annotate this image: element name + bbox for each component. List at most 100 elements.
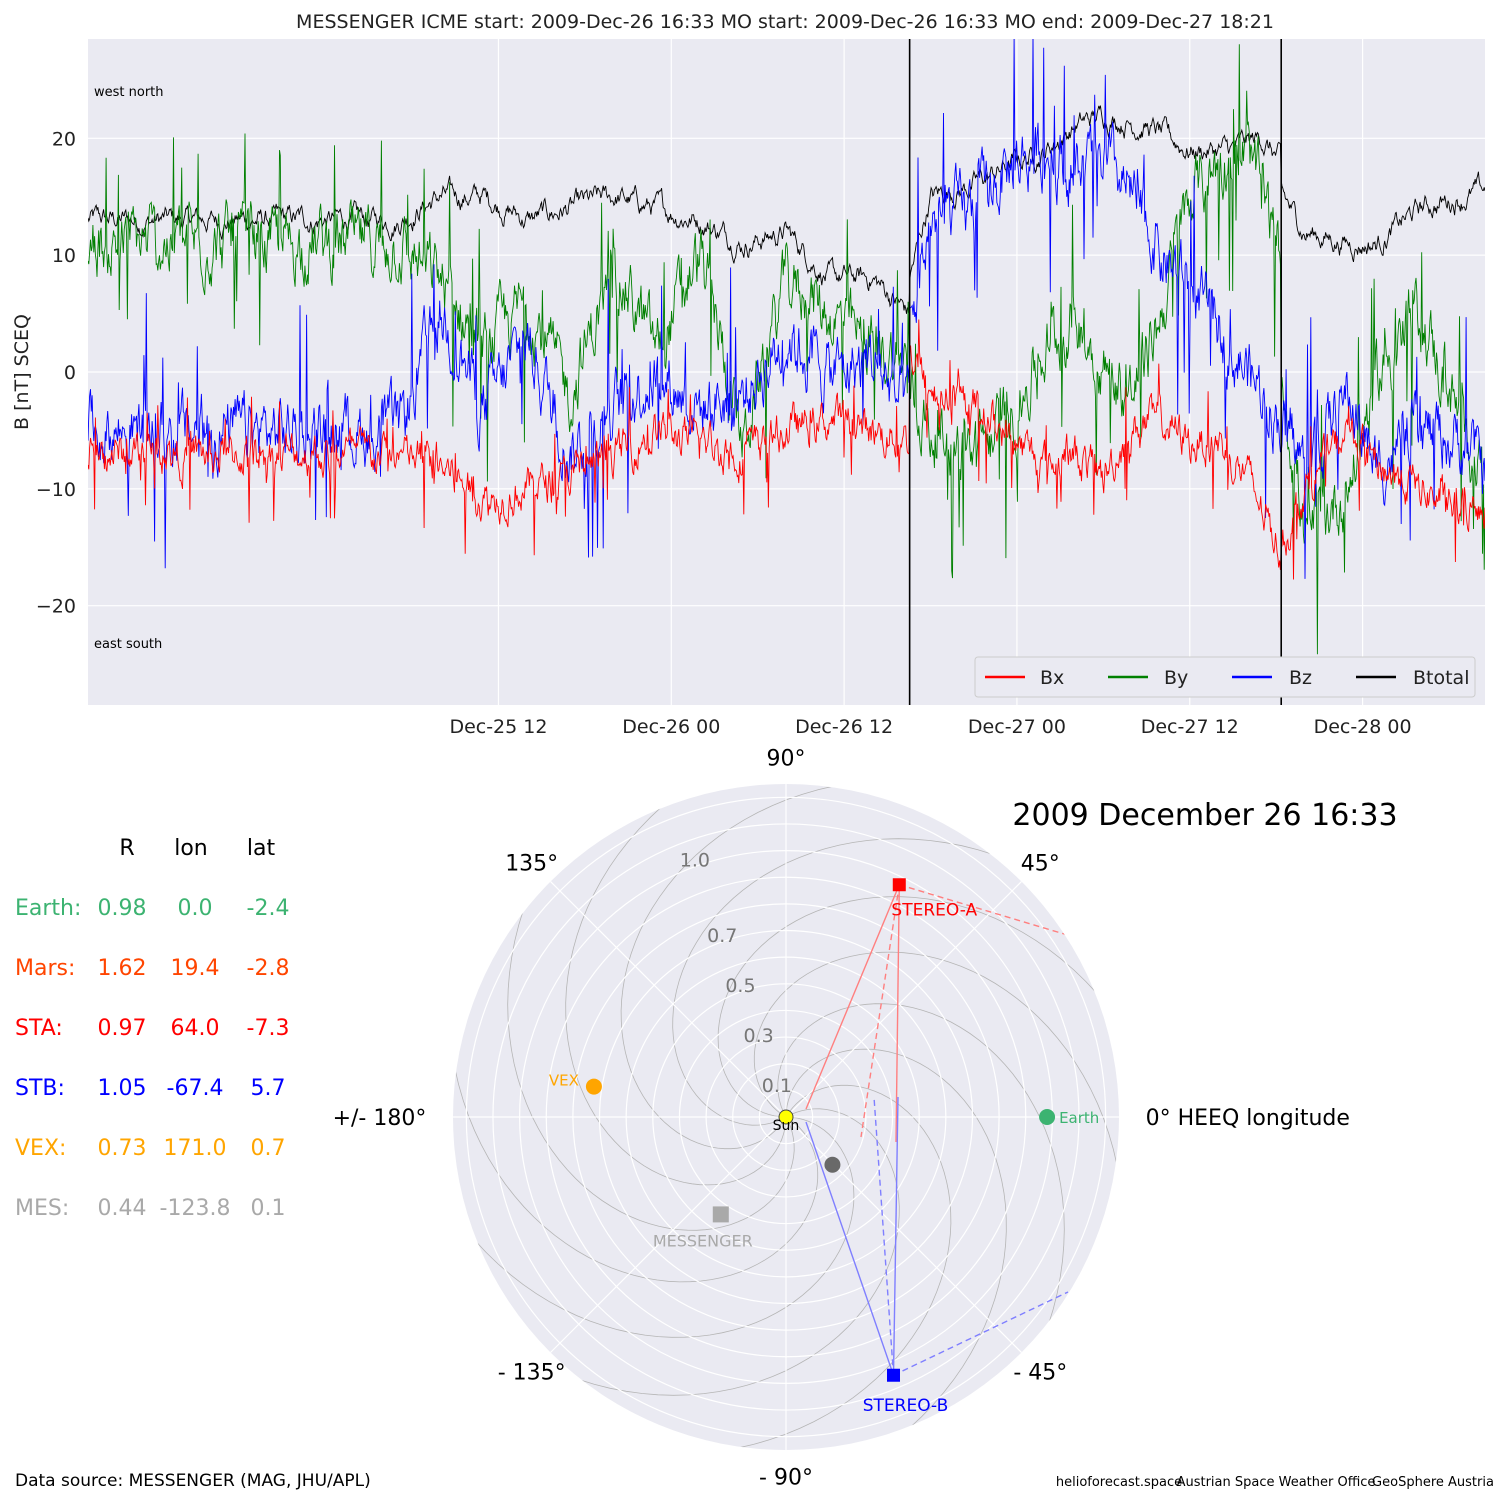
ts-x-tick-label: Dec-27 12 (1141, 716, 1239, 738)
ts-y-axis-label: B [nT] SCEQ (11, 314, 33, 430)
polar-fov-line (873, 1096, 895, 1376)
polar-spiral-line (777, 1003, 1065, 1358)
polar-spoke (785, 1116, 1032, 1363)
polar-radial-tick-label: 0.3 (744, 1025, 774, 1047)
ts-legend-frame (974, 656, 1476, 698)
polar-radial-tick-label: 1.0 (680, 850, 710, 872)
polar-fov-line (892, 1096, 899, 1376)
polar-label-vex: VEX (549, 1072, 579, 1090)
table-row-lat: 0.1 (251, 1196, 286, 1221)
table-row-lon: 171.0 (164, 1136, 227, 1161)
table-row-r: 0.73 (98, 1136, 147, 1161)
ts-x-tick-label: Dec-28 00 (1314, 716, 1412, 738)
table-header-r: R (119, 836, 134, 861)
ts-x-tick-label: Dec-27 00 (968, 716, 1066, 738)
table-row-lon: 19.4 (171, 956, 220, 981)
polar-fov-line (805, 1121, 895, 1376)
polar-marker-mercury (824, 1156, 841, 1173)
ts-series-group (88, 39, 1485, 655)
polar-marker-stereo-a (892, 878, 906, 892)
ts-series-by (88, 44, 1485, 655)
polar-angle-label: 0° HEEQ longitude (1146, 1106, 1350, 1131)
polar-marker-vex (585, 1078, 602, 1095)
polar-angle-label: - 90° (759, 1466, 813, 1491)
polar-title-date: 2009 December 26 16:33 (1012, 798, 1397, 833)
polar-radial-tick-label: 0.7 (707, 925, 737, 947)
ts-y-tick-label: 10 (52, 245, 76, 267)
ts-series-btotal (88, 105, 1485, 314)
polar-spiral-line (702, 1084, 952, 1450)
legend-label-bz: Bz (1289, 667, 1312, 689)
ts-y-tick-label: 20 (52, 128, 76, 150)
polar-angle-label: - 135° (498, 1360, 566, 1385)
polar-inner (453, 784, 1119, 1450)
table-row-lat: -7.3 (247, 1016, 290, 1041)
polar-fov-line (895, 884, 900, 1143)
legend-label-btotal: Btotal (1413, 667, 1469, 689)
polar-spiral-line (785, 1048, 1007, 1450)
polar-radial-tick-label: 0.1 (762, 1075, 792, 1097)
polar-label-messenger: MESSENGER (653, 1231, 753, 1250)
ts-y-tick-label: −10 (36, 479, 76, 501)
ts-annotation-top-left: west north (94, 85, 164, 100)
footer-credit-helioforecast: helioforecast.space (1056, 1475, 1182, 1490)
ts-x-tick-label: Dec-25 12 (449, 716, 547, 738)
ts-legend: Bx By Bz Btotal (974, 656, 1476, 698)
table-header-lat: lat (247, 836, 276, 861)
table-row-name: VEX: (15, 1136, 66, 1161)
ts-y-tick-labels: −20 −10 0 10 20 (36, 128, 76, 617)
polar-marker-earth (1039, 1109, 1056, 1125)
table-row-name: Mars: (15, 956, 75, 981)
table-row-name: STB: (15, 1076, 65, 1101)
table-row-lat: 5.7 (251, 1076, 286, 1101)
ts-y-tick-label: 0 (64, 362, 76, 384)
polar-label-stereo-a: STEREO-A (891, 901, 977, 921)
table-row-lat: 0.7 (251, 1136, 286, 1161)
table-row-lat: -2.8 (247, 956, 290, 981)
ts-series-bx (88, 319, 1485, 580)
polar-fov-line (805, 884, 900, 1110)
table-header-lon: lon (174, 836, 208, 861)
polar-spiral-line (672, 838, 1027, 1126)
footer-credit-aswo: Austrian Space Weather Office (1177, 1475, 1376, 1490)
polar-fov-line (860, 884, 900, 1138)
polar-spiral-line (453, 1033, 819, 1283)
polar-angle-label: 90° (767, 746, 806, 771)
ts-series-bz (88, 39, 1485, 579)
table-row-r: 1.62 (98, 956, 147, 981)
polar-spiral-line (507, 876, 795, 1231)
polar-plot: 0.1 0.3 0.5 0.7 1.0 90° 45° 0° HEEQ longitude - … (333, 746, 1350, 1490)
table-row-r: 0.97 (98, 1016, 147, 1041)
legend-label-bx: Bx (1040, 667, 1064, 689)
ts-gridlines (88, 39, 1485, 705)
polar-spiral-line (453, 1116, 855, 1338)
ts-annotation-bottom-left: east south (94, 637, 162, 652)
polar-marker-sun (778, 1109, 794, 1125)
polar-spoke (540, 1116, 787, 1363)
table-row-lon: -67.4 (167, 1076, 224, 1101)
polar-spiral-line (620, 784, 870, 1150)
table-row-lon: 64.0 (171, 1016, 220, 1041)
polar-spiral-line (753, 951, 1119, 1201)
polar-fov-line (893, 1291, 1069, 1376)
table-row-lon: 0.0 (178, 896, 213, 921)
polar-marker-messenger (712, 1206, 729, 1223)
polar-marker-stereo-b (886, 1368, 900, 1382)
ts-title: MESSENGER ICME start: 2009-Dec-26 16:33 … (296, 11, 1274, 33)
table-row-name: STA: (15, 1016, 63, 1041)
polar-spoke (540, 871, 787, 1118)
position-table: R lon lat Earth: 0.98 0.0 -2.4 Mars: 1.62 19.4… (15, 836, 289, 1221)
legend-label-by: By (1164, 667, 1188, 689)
table-row-lon: -123.8 (160, 1196, 231, 1221)
table-row-name: MES: (15, 1196, 69, 1221)
polar-fov-line (899, 884, 1092, 943)
ts-y-tick-label: −20 (36, 596, 76, 618)
polar-spiral-line (717, 896, 1119, 1118)
ts-x-tick-label: Dec-26 12 (795, 716, 893, 738)
table-row-r: 1.05 (98, 1076, 147, 1101)
polar-label-earth: Earth (1059, 1109, 1099, 1127)
table-rows: Earth: 0.98 0.0 -2.4 Mars: 1.62 19.4 -2.8 STA: 0.… (15, 896, 289, 1221)
polar-spiral-line (545, 1108, 900, 1396)
